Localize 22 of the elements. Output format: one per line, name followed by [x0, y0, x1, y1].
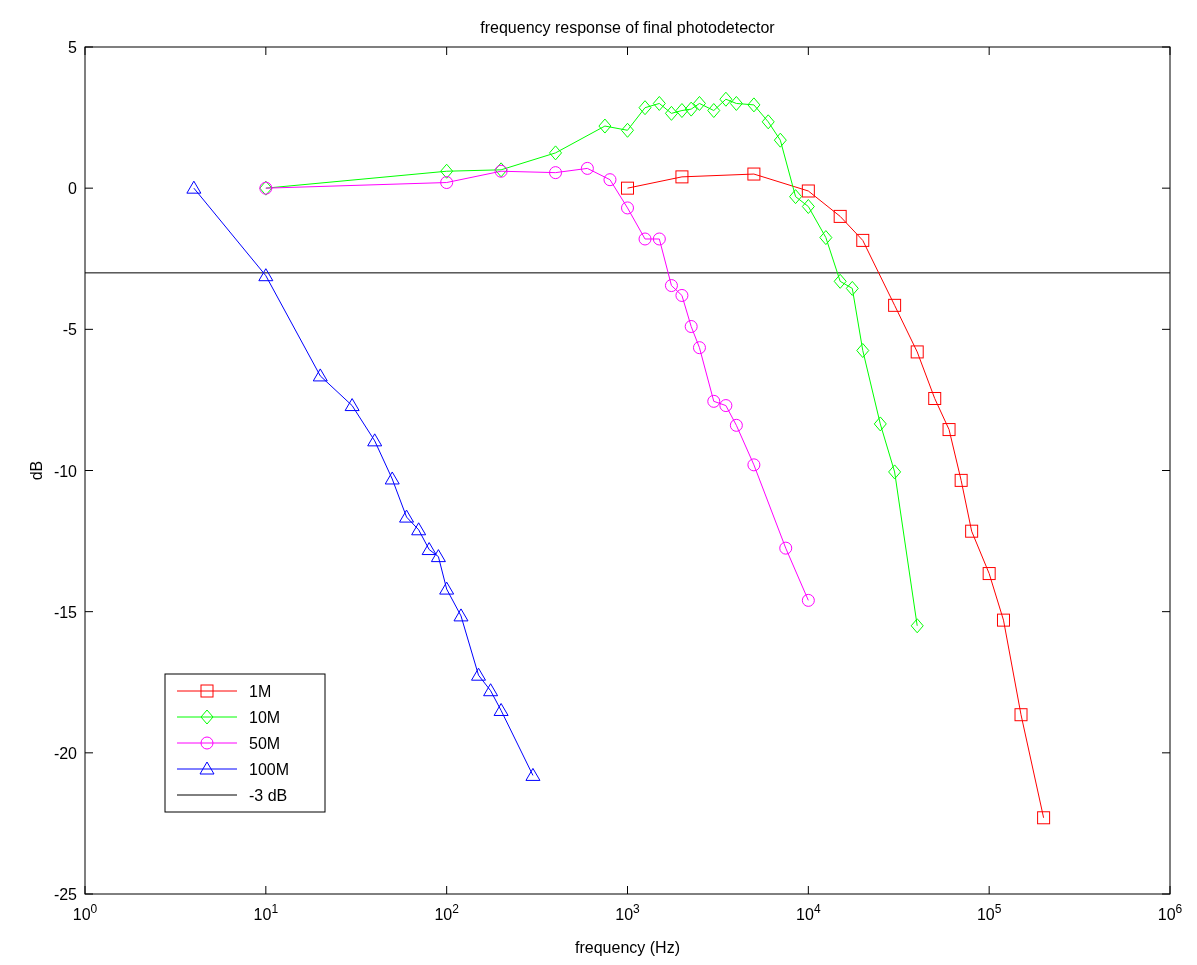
y-tick-label: 0	[68, 180, 78, 198]
legend-label: 100M	[249, 761, 290, 778]
y-tick-label: -20	[53, 744, 78, 762]
y-tick-label: -10	[53, 462, 78, 480]
y-axis-title: dB	[28, 460, 45, 481]
legend-label: 1M	[249, 683, 272, 700]
x-tick-label: 10$^{3}$	[615, 902, 641, 923]
legend-label: -3 dB	[249, 787, 288, 804]
legend-label: 10M	[249, 709, 281, 726]
y-tick-label: -15	[53, 603, 78, 621]
x-tick-label: 10$^{1}$	[253, 902, 279, 923]
y-tick-label: 5	[68, 39, 78, 56]
legend-label: 50M	[249, 735, 281, 752]
x-tick-label: 10$^{0}$	[72, 902, 98, 923]
y-tick-label: -25	[53, 886, 78, 903]
chart-title: frequency response of final photodetector	[480, 19, 776, 36]
y-tick-label: -5	[62, 321, 78, 339]
x-tick-label: 10$^{5}$	[976, 902, 1002, 923]
x-tick-label: 10$^{4}$	[796, 902, 821, 923]
x-tick-label: 10$^{6}$	[1157, 902, 1183, 923]
x-tick-label: 10$^{2}$	[434, 902, 460, 923]
x-axis-title: frequency (Hz)	[575, 939, 680, 956]
